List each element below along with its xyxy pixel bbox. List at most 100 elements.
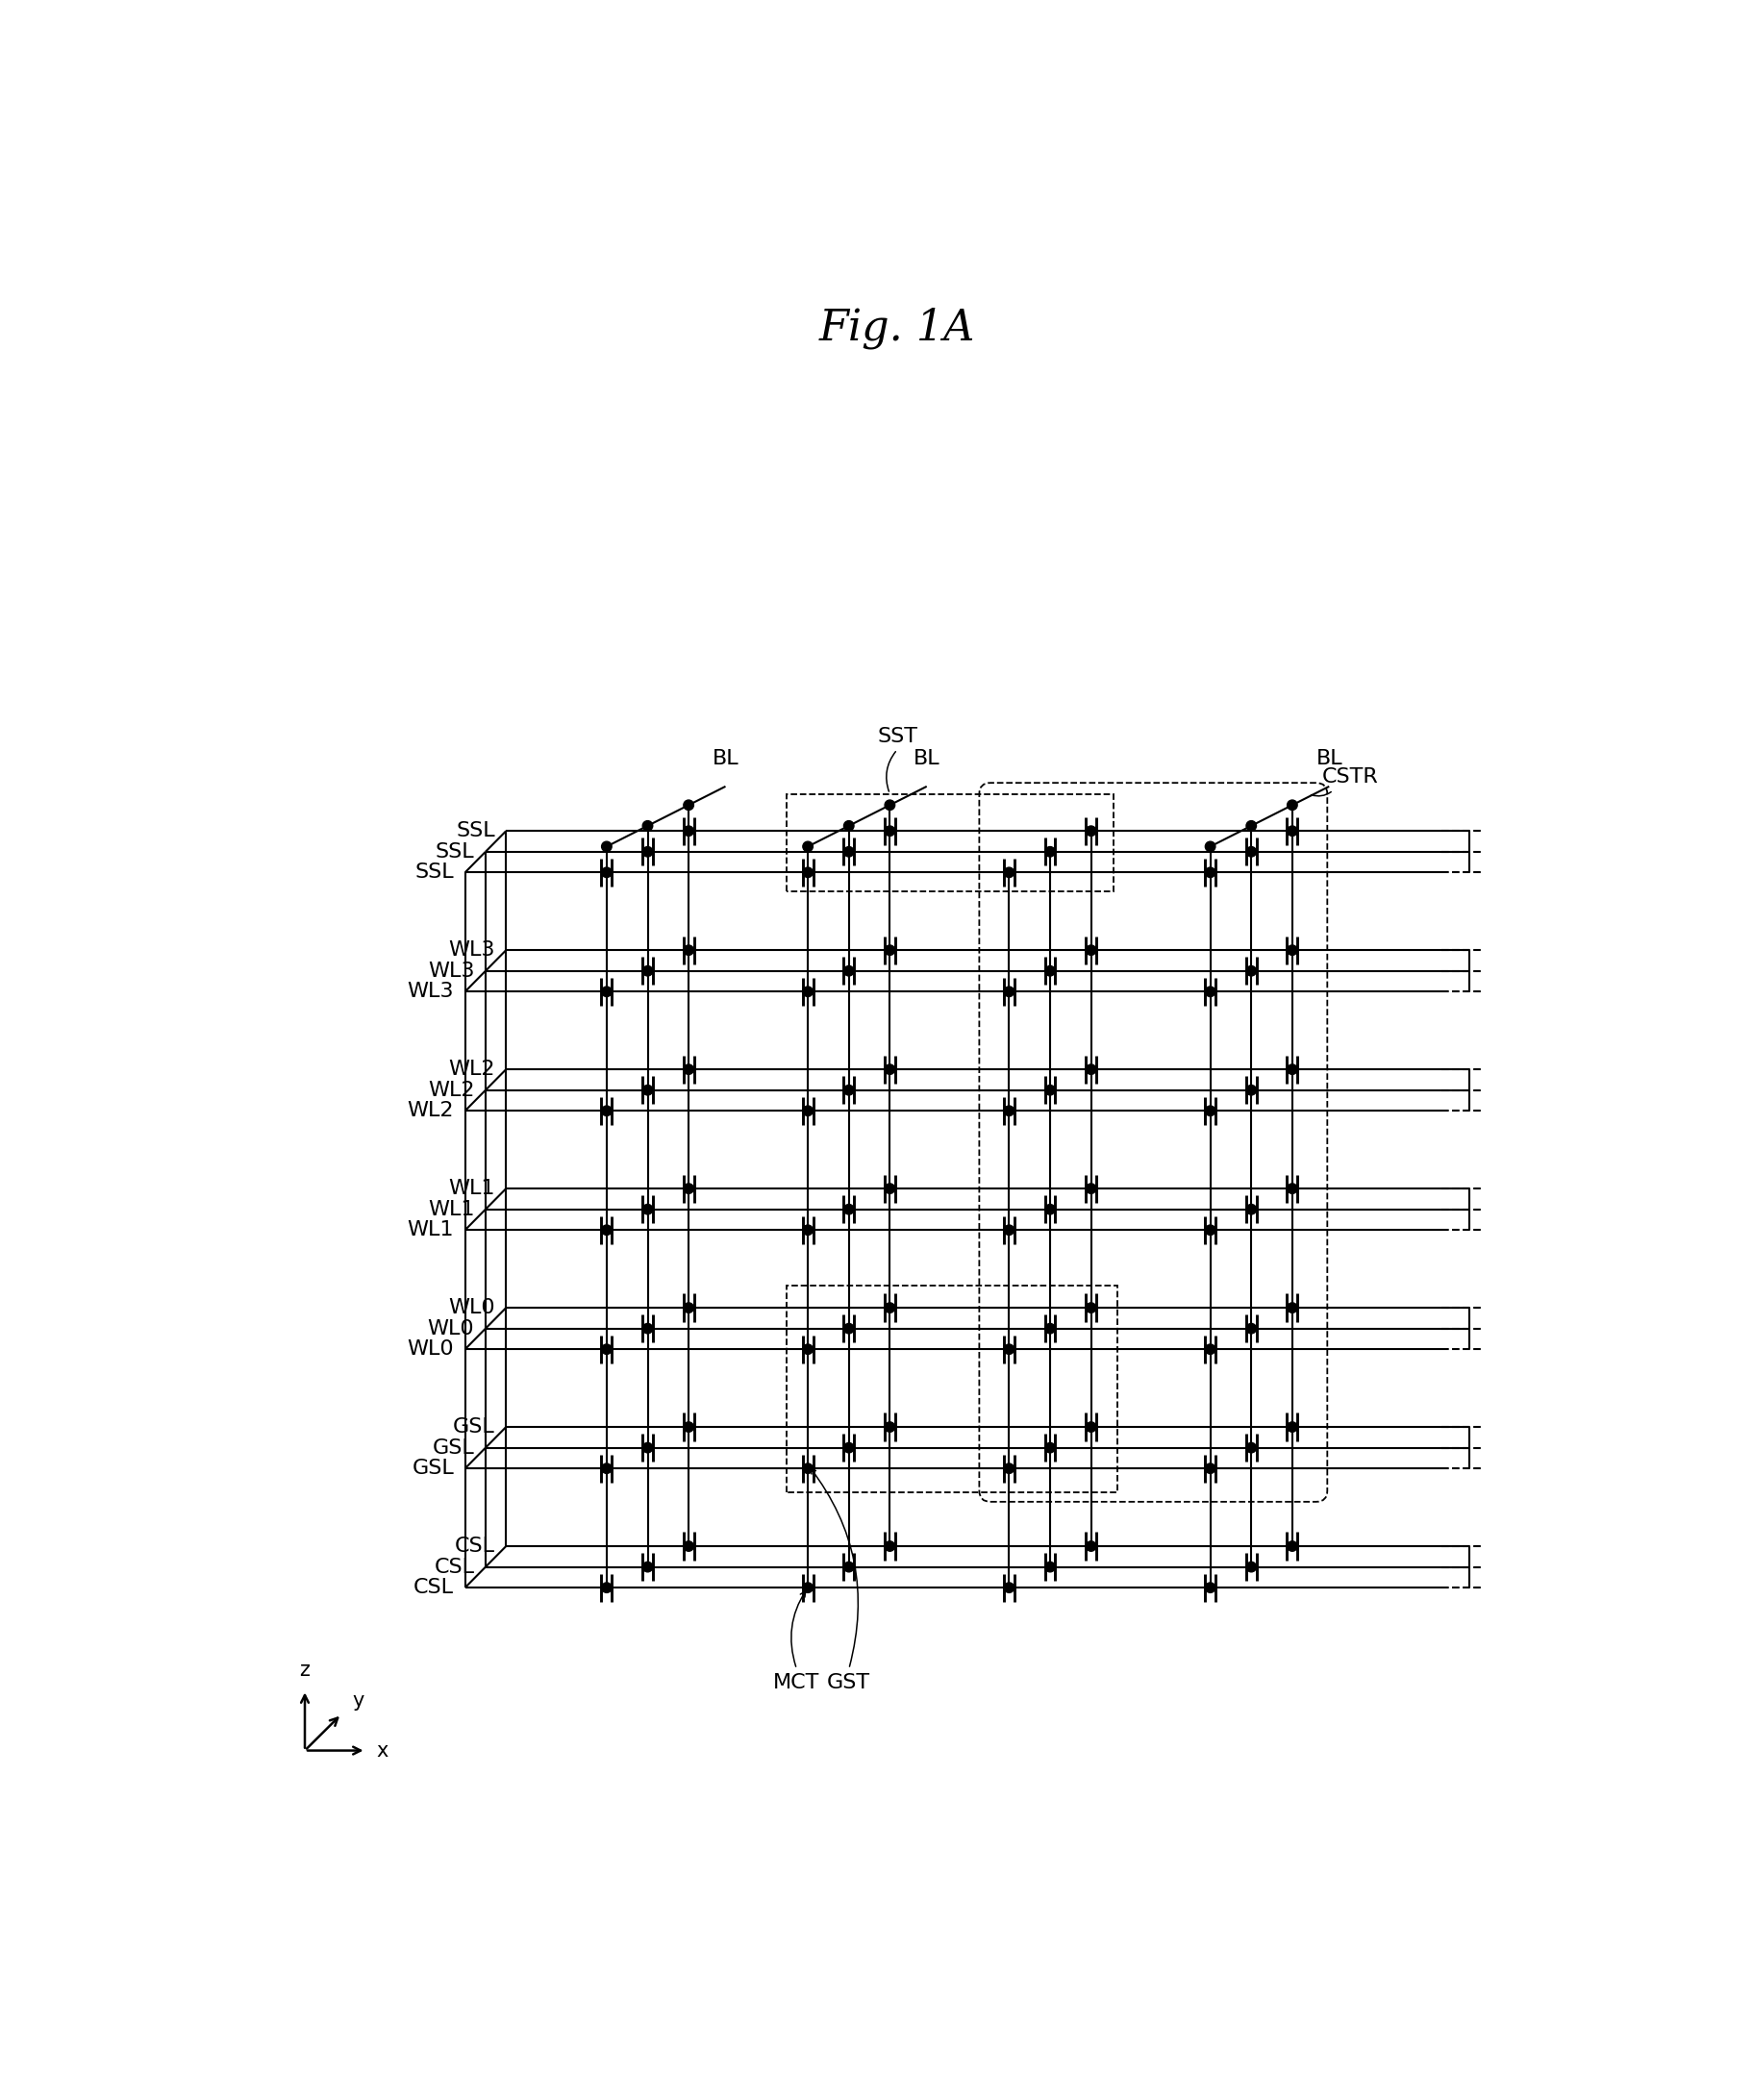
Circle shape bbox=[843, 1086, 854, 1096]
Circle shape bbox=[643, 966, 652, 977]
Circle shape bbox=[803, 1464, 813, 1474]
Circle shape bbox=[684, 800, 694, 811]
Circle shape bbox=[684, 1302, 694, 1312]
Circle shape bbox=[601, 867, 612, 878]
Text: z: z bbox=[300, 1661, 310, 1680]
Text: WL2: WL2 bbox=[428, 1082, 475, 1100]
Circle shape bbox=[1004, 1107, 1015, 1115]
Circle shape bbox=[1004, 1583, 1015, 1592]
Circle shape bbox=[803, 1224, 813, 1235]
Text: BL: BL bbox=[1317, 750, 1343, 769]
Circle shape bbox=[1287, 1184, 1297, 1193]
Circle shape bbox=[1246, 1562, 1257, 1573]
Text: WL1: WL1 bbox=[449, 1178, 494, 1199]
Circle shape bbox=[1206, 1224, 1215, 1235]
Circle shape bbox=[1206, 1583, 1215, 1592]
Text: SSL: SSL bbox=[415, 863, 454, 882]
Circle shape bbox=[1087, 1065, 1096, 1075]
Circle shape bbox=[1246, 1323, 1257, 1334]
Text: CSL: CSL bbox=[454, 1537, 494, 1556]
Circle shape bbox=[684, 1422, 694, 1432]
Circle shape bbox=[843, 821, 854, 832]
Circle shape bbox=[803, 987, 813, 998]
Text: WL0: WL0 bbox=[428, 1319, 475, 1338]
Circle shape bbox=[1004, 1224, 1015, 1235]
Circle shape bbox=[643, 1086, 652, 1096]
Circle shape bbox=[1246, 846, 1257, 857]
Circle shape bbox=[885, 1302, 896, 1312]
Circle shape bbox=[1287, 1302, 1297, 1312]
Circle shape bbox=[1287, 825, 1297, 836]
Circle shape bbox=[885, 1184, 896, 1193]
Circle shape bbox=[1045, 966, 1055, 977]
Circle shape bbox=[684, 1065, 694, 1075]
Text: WL3: WL3 bbox=[428, 962, 475, 981]
Circle shape bbox=[1087, 1302, 1096, 1312]
Text: MCT: MCT bbox=[773, 1674, 820, 1693]
Circle shape bbox=[601, 842, 612, 853]
Circle shape bbox=[1087, 1184, 1096, 1193]
Circle shape bbox=[843, 1562, 854, 1573]
Circle shape bbox=[1087, 1541, 1096, 1552]
Circle shape bbox=[803, 1107, 813, 1115]
Circle shape bbox=[1045, 1562, 1055, 1573]
Text: GSL: GSL bbox=[412, 1460, 454, 1478]
Circle shape bbox=[1287, 1065, 1297, 1075]
Text: BL: BL bbox=[712, 750, 738, 769]
Circle shape bbox=[1287, 945, 1297, 956]
Circle shape bbox=[843, 1323, 854, 1334]
Circle shape bbox=[1206, 1464, 1215, 1474]
Text: y: y bbox=[352, 1691, 365, 1709]
Text: SSL: SSL bbox=[435, 842, 475, 861]
Circle shape bbox=[1206, 987, 1215, 998]
Circle shape bbox=[1045, 1086, 1055, 1096]
Text: x: x bbox=[377, 1741, 387, 1760]
Circle shape bbox=[1004, 1344, 1015, 1354]
Text: WL2: WL2 bbox=[449, 1060, 494, 1079]
Text: SSL: SSL bbox=[456, 821, 494, 840]
Circle shape bbox=[684, 1184, 694, 1193]
Circle shape bbox=[643, 821, 652, 832]
Text: GSL: GSL bbox=[452, 1418, 494, 1436]
Circle shape bbox=[885, 1422, 896, 1432]
Circle shape bbox=[1004, 867, 1015, 878]
Circle shape bbox=[1206, 1344, 1215, 1354]
Circle shape bbox=[1246, 966, 1257, 977]
Circle shape bbox=[803, 1583, 813, 1592]
Circle shape bbox=[601, 1344, 612, 1354]
Circle shape bbox=[803, 842, 813, 853]
Circle shape bbox=[1246, 1443, 1257, 1453]
Circle shape bbox=[843, 1443, 854, 1453]
Circle shape bbox=[643, 1443, 652, 1453]
Circle shape bbox=[601, 987, 612, 998]
Circle shape bbox=[1087, 825, 1096, 836]
Circle shape bbox=[1206, 842, 1215, 853]
Circle shape bbox=[885, 800, 896, 811]
Circle shape bbox=[885, 1065, 896, 1075]
Circle shape bbox=[643, 1203, 652, 1214]
Circle shape bbox=[885, 945, 896, 956]
Text: WL3: WL3 bbox=[449, 941, 494, 960]
Circle shape bbox=[885, 1541, 896, 1552]
Circle shape bbox=[684, 945, 694, 956]
Circle shape bbox=[1206, 867, 1215, 878]
Circle shape bbox=[1004, 1464, 1015, 1474]
Circle shape bbox=[684, 1541, 694, 1552]
Text: WL0: WL0 bbox=[449, 1298, 494, 1317]
Text: WL1: WL1 bbox=[428, 1199, 475, 1218]
Text: Fig. 1A: Fig. 1A bbox=[819, 307, 975, 349]
Circle shape bbox=[643, 1562, 652, 1573]
Circle shape bbox=[1246, 1086, 1257, 1096]
Circle shape bbox=[1246, 821, 1257, 832]
Text: CSTR: CSTR bbox=[1322, 766, 1378, 788]
Text: WL0: WL0 bbox=[407, 1340, 454, 1359]
Circle shape bbox=[601, 1107, 612, 1115]
Circle shape bbox=[1287, 1541, 1297, 1552]
Text: SST: SST bbox=[876, 727, 917, 746]
Circle shape bbox=[601, 1583, 612, 1592]
Circle shape bbox=[803, 1344, 813, 1354]
Text: GST: GST bbox=[827, 1674, 871, 1693]
Circle shape bbox=[1246, 1203, 1257, 1214]
Text: WL3: WL3 bbox=[407, 983, 454, 1002]
Circle shape bbox=[1045, 1323, 1055, 1334]
